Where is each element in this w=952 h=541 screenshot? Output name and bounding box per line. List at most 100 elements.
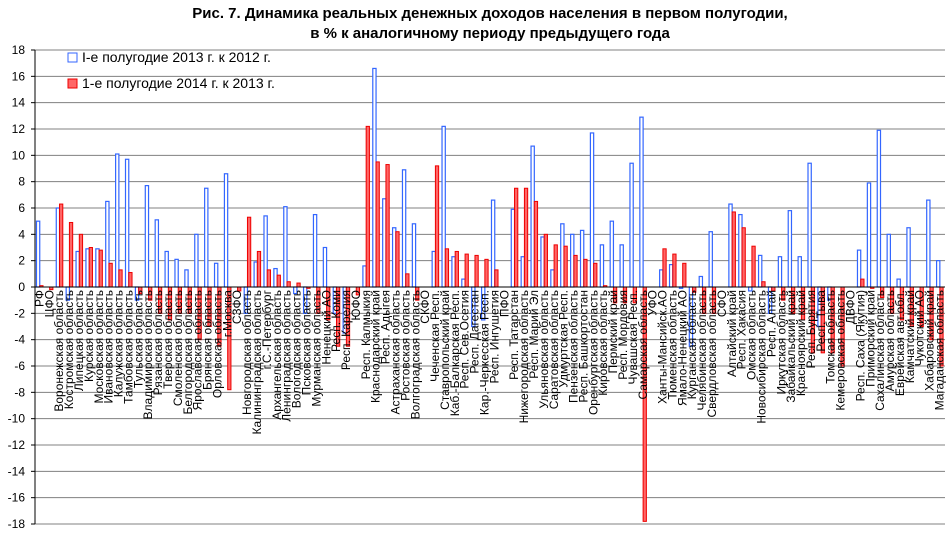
category-label: СФО [715,290,729,317]
bar-2014 [98,249,103,288]
category-label: Тюменская область [665,290,679,400]
category-label: Респ. Башкортостан [576,290,590,403]
category-label: Респ. Татарстан [507,290,521,380]
category-label: Архангельская область [270,290,284,420]
category-label: Астраханская область [388,290,402,414]
bar-2013 [35,220,41,288]
category-label: Респ. Алтай [764,290,778,357]
category-label: Тульская область [131,290,145,388]
category-label: Респ. Калмыкия [359,290,373,379]
bar-2014 [59,203,64,288]
bar-2014 [78,233,84,288]
y-tick-label: -8 [14,385,25,399]
bar-2013 [797,256,802,288]
legend-swatch [67,52,78,63]
y-tick-label: 14 [12,96,26,110]
category-label: г.Москва [220,290,234,338]
category-label: Пермский край [606,290,620,374]
bar-2014 [464,253,469,288]
y-tick-label: 10 [12,148,26,162]
category-label: Владимирская область [141,290,155,419]
bar-2014 [523,187,529,288]
bar-2014 [860,278,865,288]
y-tick-label: 4 [18,227,25,241]
bar-2014 [583,258,588,288]
category-label: Камчатский край [903,290,917,383]
category-label: Свердловская область [705,290,719,417]
category-label: Кемеровская область [834,290,848,411]
category-label: Калужская область [112,290,126,397]
category-label: Респ. Хакасия [735,290,749,369]
bar-2013 [896,278,901,288]
category-label: Краснодарский край [369,290,383,403]
category-label: Респ. Тыва [814,290,828,352]
bar-2014 [365,125,370,288]
category-label: Каб.-Балкарская Респ. [448,290,462,416]
category-label: Забайкальский край [784,290,798,403]
bar-2014 [514,187,519,288]
bar-2014 [118,269,123,288]
category-label: Красноярский край [794,290,808,396]
category-label: Саратовская область [547,290,561,409]
bar-2014 [484,258,489,288]
category-label: Приморский край [863,290,877,387]
category-label: Смоленская область [171,290,185,406]
bar-2013 [886,233,891,288]
y-tick-label: -16 [8,491,26,505]
category-label: Кар.-Черкесская Респ. [478,290,492,415]
bar-2014 [662,248,667,288]
y-tick-label: 0 [18,280,25,294]
category-label: Еврейская авт.обл. [893,290,907,396]
bar-2013 [184,269,189,288]
bar-2014 [434,165,440,288]
bar-2014 [266,269,272,288]
category-label: Московская область [92,290,106,404]
bar-2014 [454,250,459,288]
category-label: СЗФО [230,290,244,324]
bar-2014 [385,164,390,288]
category-label: Респ. Адыгея [379,290,393,364]
category-label: Сахалинская область [873,290,887,411]
category-label: Амурская область [883,290,897,391]
category-label: Пензенская область [567,290,581,403]
bar-2013 [609,220,615,288]
bar-2014 [88,247,93,288]
category-label: Ханты-Мансийск.АО [656,290,670,404]
bar-2013 [807,162,812,288]
bar-2013 [164,250,169,288]
bar-2014 [741,227,746,288]
category-label: Ярославская область [191,290,205,410]
bar-2013 [639,116,644,288]
y-tick-label: 16 [12,69,26,83]
category-label: Мурманская область [309,290,323,407]
bar-2014 [553,244,558,288]
category-label: Респ. Саха (Якутия) [853,290,867,401]
bar-2014 [286,281,291,288]
bar-2013 [619,244,624,288]
category-label: Самарская область [636,290,650,400]
category-label: Ямало-Ненецкий АО [675,290,689,406]
category-label: Волгоградская область [408,290,422,419]
bar-2013 [401,169,407,288]
y-tick-label: 6 [18,201,25,215]
category-label: Вологодская область [290,290,304,408]
legend-swatch [67,78,78,89]
category-label: Магаданская область [933,290,947,410]
legend-label: 1-е полугодие 2014 г. к 2013 г. [82,75,275,91]
category-label: Алтайский край [725,290,739,377]
bar-2013 [708,231,713,288]
y-tick-label: 2 [18,254,25,268]
bar-2014 [108,262,113,288]
category-label: Калининградская область [250,290,264,435]
bar-2013 [411,223,417,288]
bar-2014 [494,269,499,288]
category-label: Ростовская область [398,290,412,401]
bar-2013 [154,219,160,288]
bar-2013 [876,129,882,288]
bar-2014 [751,245,756,288]
y-tick-label: -4 [14,333,25,347]
category-label: ДВФО [843,290,857,324]
chart-title-line1: Рис. 7. Динамика реальных денежных доход… [192,5,788,22]
category-label: ЦФО [42,290,56,317]
bar-2013 [194,233,199,288]
